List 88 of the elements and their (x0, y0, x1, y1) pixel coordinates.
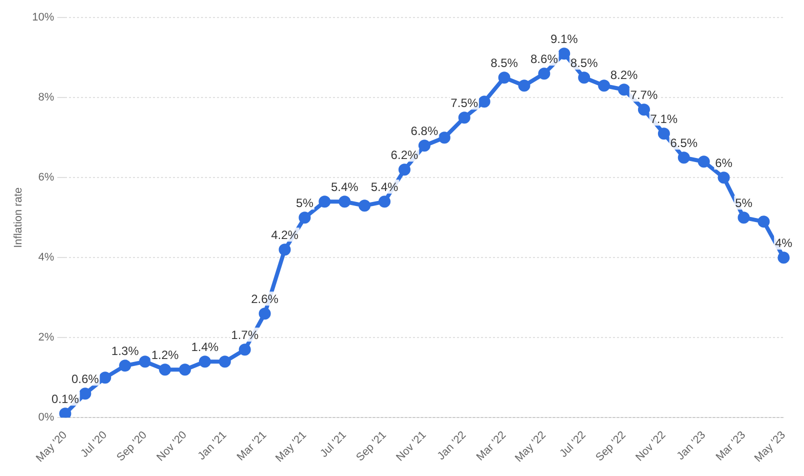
x-tick-label: Jul '21 (318, 429, 349, 460)
data-label: 8.5% (490, 56, 518, 70)
data-label: 6.5% (670, 136, 698, 150)
data-label: 8.2% (610, 68, 638, 82)
data-label: 4.2% (271, 228, 299, 242)
point (558, 48, 570, 60)
x-tick-label: Jan '22 (435, 429, 469, 462)
point (758, 216, 770, 228)
point (458, 112, 470, 124)
data-label: 7.7% (630, 88, 658, 102)
x-tick-label: Mar '23 (714, 429, 748, 464)
data-label: 6.8% (410, 124, 438, 138)
y-tick-label: 4% (38, 252, 54, 264)
x-tick-label: Jan '21 (196, 429, 230, 462)
point (358, 200, 371, 212)
point (778, 252, 790, 264)
point (298, 212, 311, 224)
x-tick-label: Nov '20 (154, 429, 190, 464)
point (618, 84, 630, 96)
x-tick-label: Jan '23 (674, 429, 708, 462)
data-label: 6.2% (390, 148, 418, 162)
point (478, 96, 490, 108)
y-tick-label: 6% (38, 172, 54, 184)
x-tick-label: May '22 (512, 429, 548, 465)
point (318, 196, 331, 208)
data-label: 0.6% (71, 372, 100, 386)
y-tick-label: 8% (38, 92, 54, 104)
point (538, 68, 550, 80)
y-tick-label: 0% (38, 412, 54, 424)
point (718, 172, 730, 184)
point (338, 196, 351, 208)
point (238, 344, 251, 356)
point (178, 364, 191, 376)
data-label: 8.6% (530, 52, 558, 66)
data-label: 1.3% (111, 344, 140, 358)
data-label: 5.4% (330, 180, 359, 194)
data-label: 7.5% (450, 96, 478, 110)
x-tick-label: Sep '21 (354, 429, 389, 464)
point (218, 356, 231, 368)
data-label: 5% (296, 196, 314, 210)
point (438, 132, 450, 144)
data-label: 0.1% (52, 392, 80, 406)
x-tick-label: Nov '21 (394, 429, 429, 464)
point (119, 360, 132, 372)
data-label: 7.1% (650, 112, 678, 126)
point (99, 372, 112, 384)
y-axis-title: Inflation rate (12, 187, 25, 248)
x-tick-label: May '21 (273, 429, 309, 465)
point (658, 128, 670, 140)
data-label: 9.1% (550, 32, 578, 46)
point (278, 244, 291, 256)
data-label: 1.2% (151, 348, 180, 362)
data-label: 4% (774, 236, 793, 250)
point (418, 140, 430, 152)
data-label: 1.7% (231, 328, 259, 342)
point (159, 364, 171, 376)
point (498, 72, 510, 84)
point (598, 80, 610, 92)
point (738, 212, 750, 224)
point (258, 308, 271, 320)
data-label: 5.4% (370, 180, 399, 194)
x-tick-label: Nov '22 (634, 429, 668, 464)
data-label: 5% (735, 196, 753, 210)
x-tick-label: May '23 (752, 429, 788, 465)
x-tick-label: May '20 (34, 429, 70, 465)
point (398, 164, 410, 176)
x-tick-label: Mar '22 (474, 429, 509, 464)
point (79, 388, 92, 400)
point (378, 196, 391, 208)
x-tick-label: Sep '20 (114, 429, 150, 464)
point (638, 104, 650, 116)
data-label: 8.5% (570, 56, 598, 70)
point (518, 80, 530, 92)
point (139, 356, 152, 368)
point (698, 156, 710, 168)
point (198, 356, 211, 368)
data-label: 1.4% (191, 340, 219, 354)
y-tick-label: 2% (38, 332, 54, 344)
x-tick-label: Jul '20 (78, 429, 110, 460)
data-label: 6% (715, 156, 733, 170)
point (578, 72, 590, 84)
x-tick-label: Sep '22 (594, 429, 628, 464)
point (59, 408, 72, 418)
y-tick-label: 10% (32, 12, 54, 24)
point (678, 152, 690, 164)
x-tick-label: Jul '22 (558, 429, 588, 460)
data-label: 2.6% (251, 292, 279, 306)
x-tick-label: Mar '21 (234, 429, 270, 464)
